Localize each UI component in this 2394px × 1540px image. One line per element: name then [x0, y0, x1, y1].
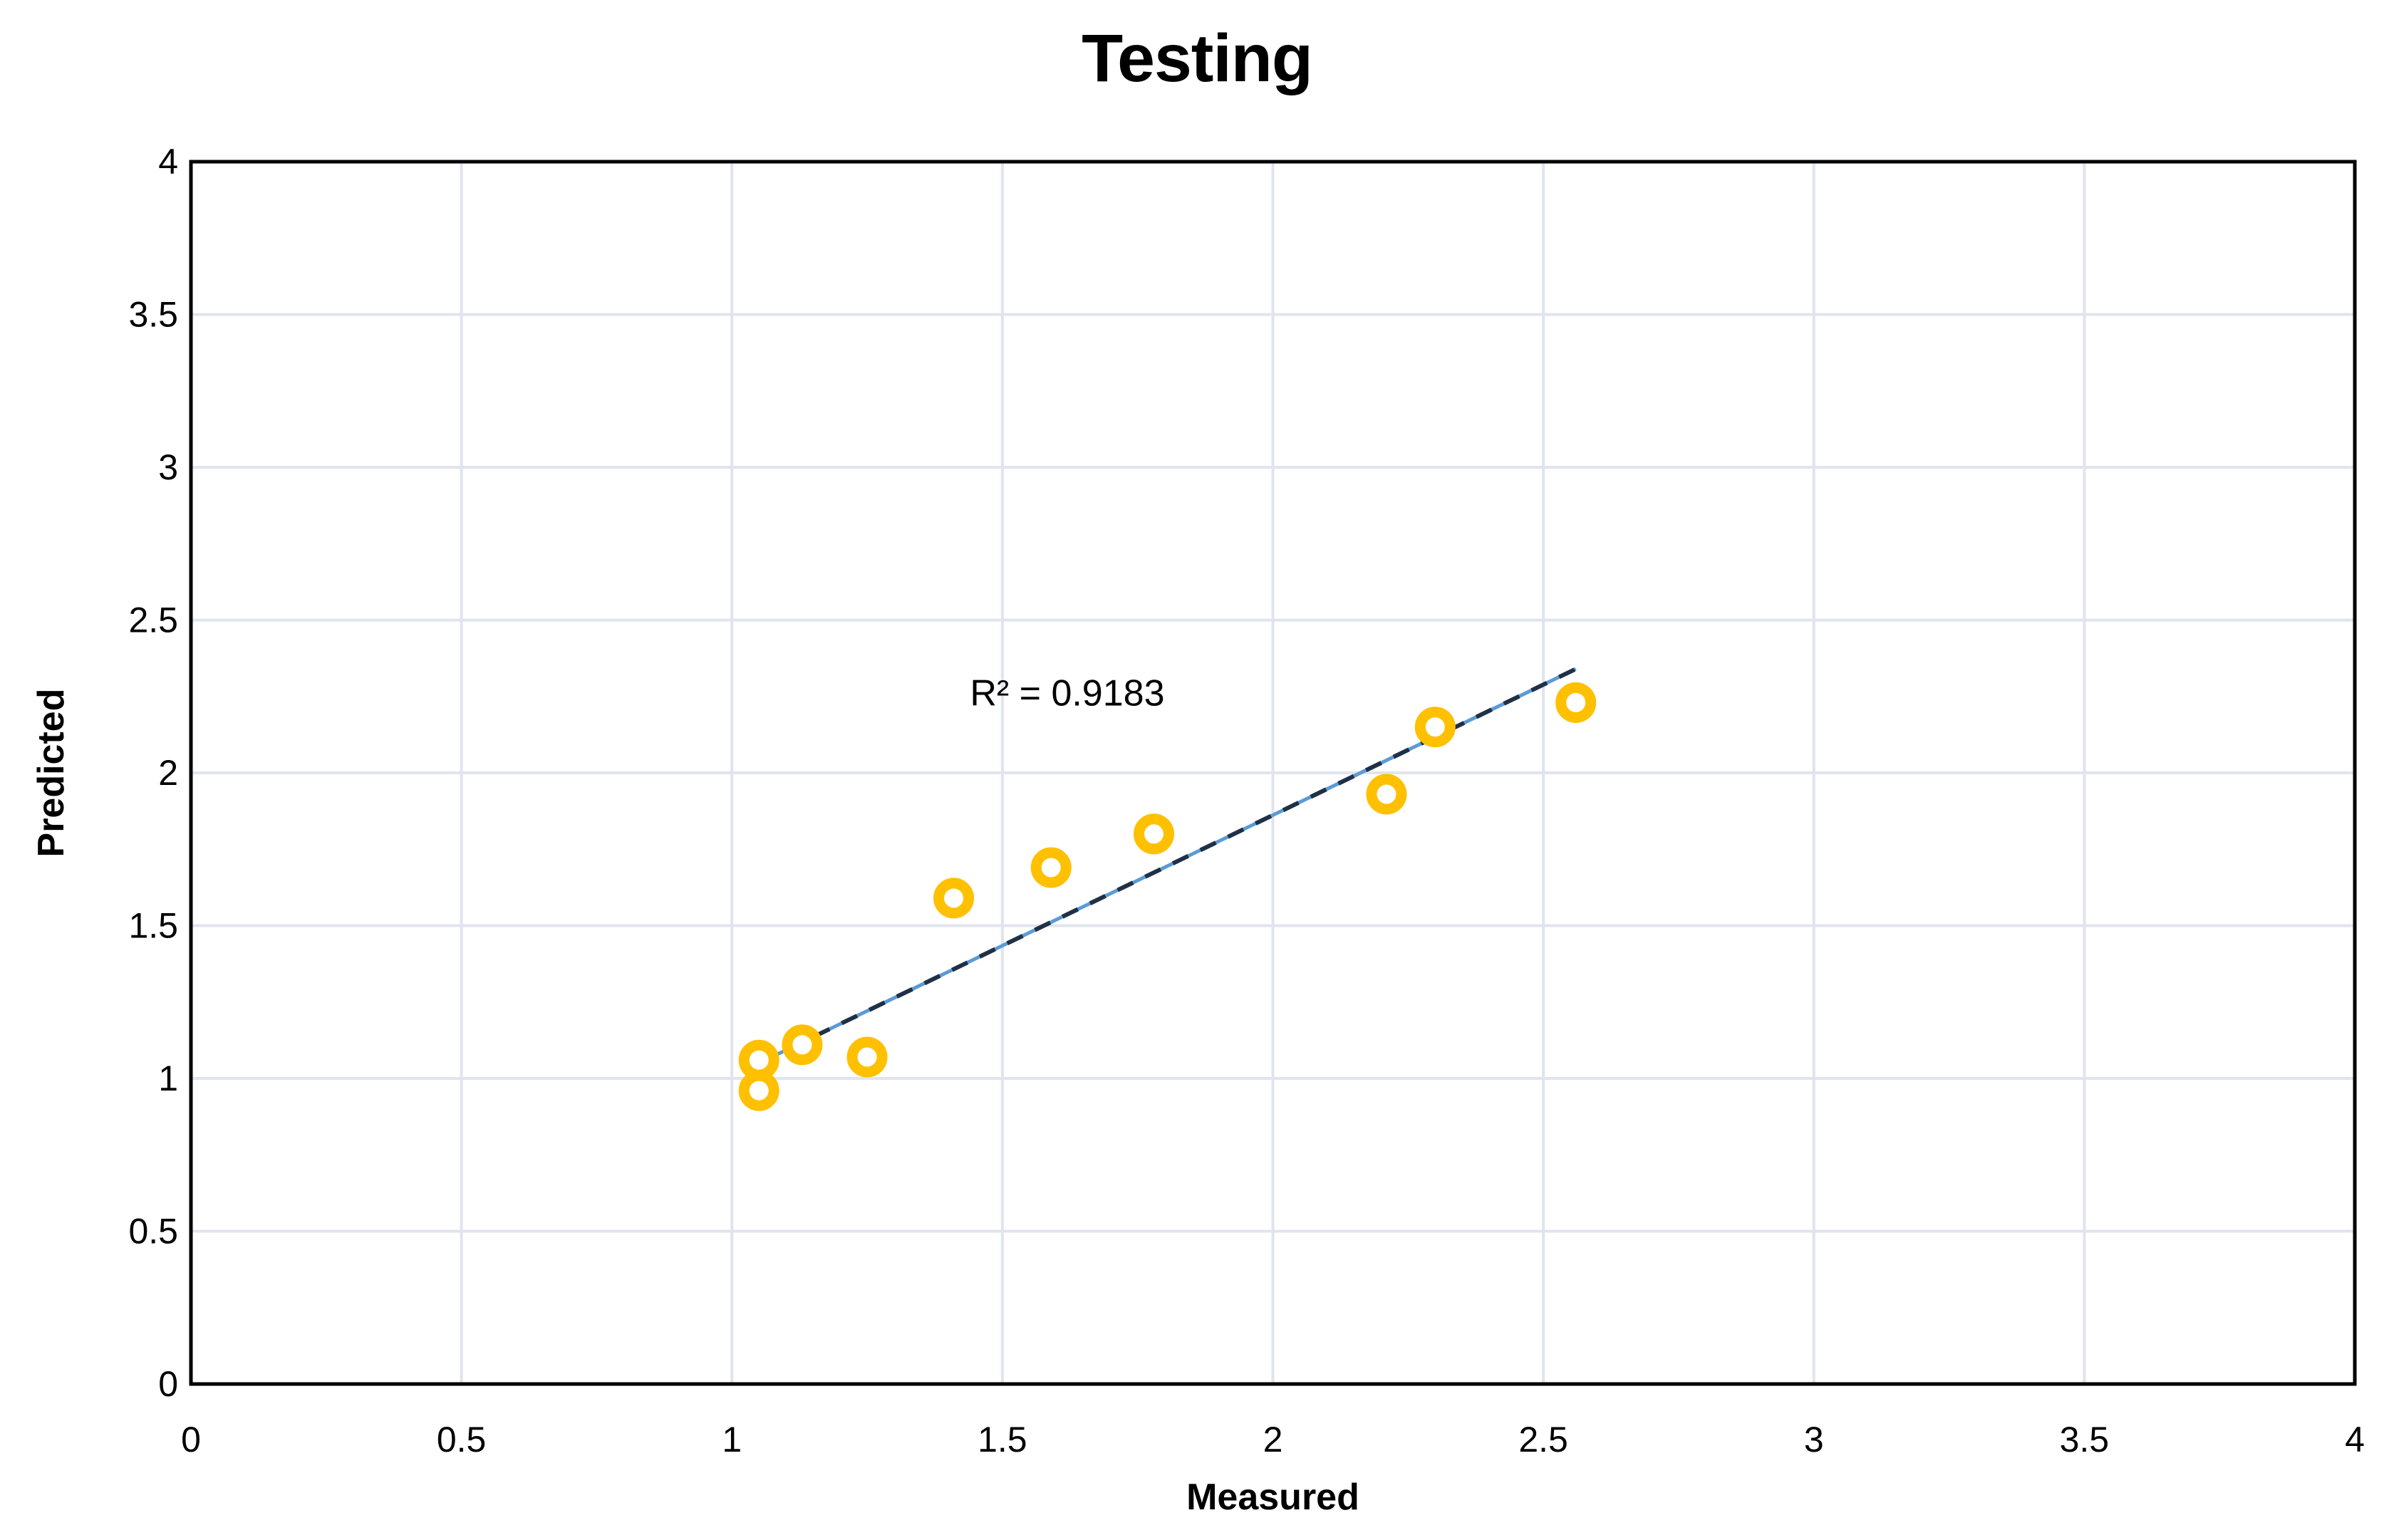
r-squared-label: R² = 0.9183 — [970, 673, 1164, 714]
data-point-marker — [1414, 707, 1456, 748]
y-tick-label: 3 — [158, 447, 178, 487]
x-tick-label: 0.5 — [437, 1420, 487, 1460]
x-tick-label: 3.5 — [2060, 1420, 2110, 1460]
y-tick-label: 4 — [158, 142, 178, 182]
data-point-marker — [846, 1036, 888, 1078]
x-tick-label: 4 — [2345, 1420, 2365, 1460]
data-point-marker — [1133, 813, 1174, 855]
data-point-marker — [1366, 774, 1407, 815]
x-axis-title: Measured — [1186, 1477, 1359, 1518]
data-point-marker — [738, 1039, 779, 1081]
x-tick-label: 0 — [181, 1420, 201, 1460]
y-tick-label: 1.5 — [128, 906, 178, 946]
x-tick-labels: 0 0.5 1 1.5 2 2.5 3 3.5 4 — [181, 1420, 2365, 1460]
y-tick-label: 3.5 — [128, 295, 178, 335]
y-tick-label: 1 — [158, 1058, 178, 1098]
y-tick-label: 0 — [158, 1364, 178, 1404]
data-point-marker — [1030, 847, 1072, 888]
gridlines — [191, 162, 2355, 1384]
chart-title: Testing — [1082, 21, 1313, 96]
x-tick-label: 2.5 — [1518, 1420, 1568, 1460]
y-axis-title: Predicted — [31, 688, 72, 858]
data-point-marker — [933, 878, 975, 919]
x-tick-label: 3 — [1804, 1420, 1824, 1460]
y-tick-label: 0.5 — [128, 1212, 178, 1252]
y-tick-label: 2 — [158, 753, 178, 793]
x-tick-label: 1 — [722, 1420, 742, 1460]
x-tick-label: 2 — [1263, 1420, 1283, 1460]
data-point-marker — [782, 1024, 823, 1066]
data-point-marker — [1555, 682, 1597, 723]
x-tick-label: 1.5 — [978, 1420, 1027, 1460]
y-tick-labels: 0 0.5 1 1.5 2 2.5 3 3.5 4 — [128, 142, 178, 1404]
plot-border — [189, 160, 2357, 1386]
y-tick-label: 2.5 — [128, 600, 178, 640]
data-points — [738, 682, 1597, 1111]
